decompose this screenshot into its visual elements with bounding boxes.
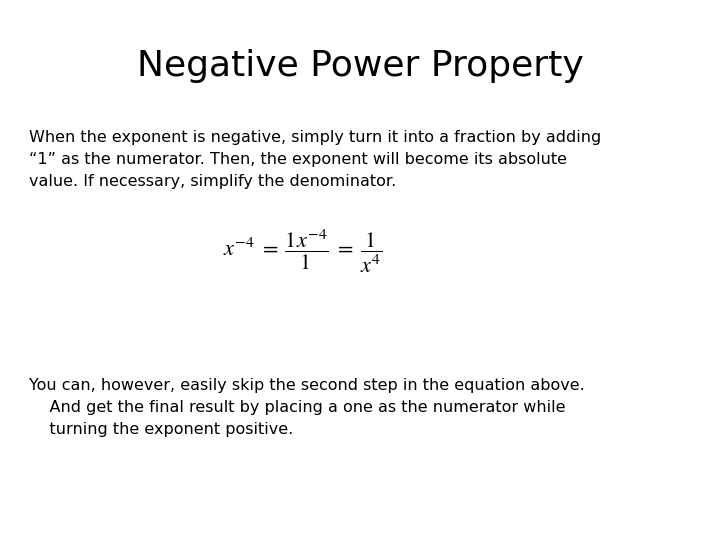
Text: You can, however, easily skip the second step in the equation above.
    And get: You can, however, easily skip the second… [29, 378, 585, 437]
Text: Negative Power Property: Negative Power Property [137, 49, 583, 83]
Text: $\mathit{x}^{-4} \; = \; \dfrac{1\mathit{x}^{-4}}{1} \; = \; \dfrac{1}{\mathit{x: $\mathit{x}^{-4} \; = \; \dfrac{1\mathit… [222, 227, 382, 275]
Text: When the exponent is negative, simply turn it into a fraction by adding
“1” as t: When the exponent is negative, simply tu… [29, 130, 601, 189]
